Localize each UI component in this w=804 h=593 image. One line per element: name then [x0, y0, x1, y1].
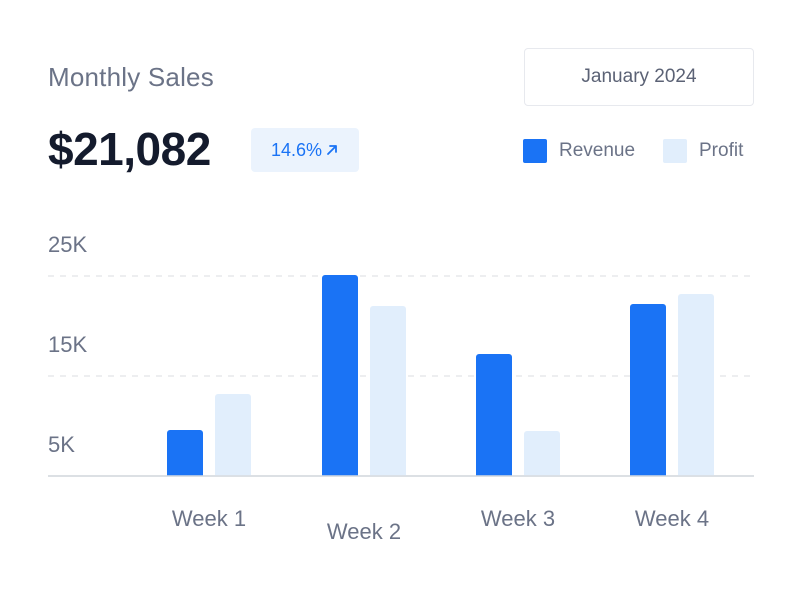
arrow-up-right-icon: [325, 143, 339, 157]
bar-revenue-base: [322, 472, 358, 476]
bar-revenue: [322, 275, 358, 476]
legend-label-profit: Profit: [699, 140, 744, 161]
bar-profit-base: [370, 472, 406, 476]
y-tick-label: 25K: [48, 232, 87, 257]
x-tick-label: Week 2: [327, 519, 401, 544]
bar-revenue-base: [167, 472, 203, 476]
bar-revenue-base: [476, 472, 512, 476]
bar-profit: [215, 394, 251, 476]
page-title: Monthly Sales: [48, 62, 214, 92]
bar-profit-base: [215, 472, 251, 476]
bar-profit-base: [678, 472, 714, 476]
legend-swatch-revenue: [523, 139, 547, 163]
change-badge: 14.6%: [251, 128, 359, 172]
bar-revenue: [476, 354, 512, 476]
y-tick-label: 5K: [48, 432, 75, 457]
bar-profit: [524, 431, 560, 476]
bar-revenue: [167, 430, 203, 476]
x-tick-label: Week 3: [481, 506, 555, 531]
bar-revenue-base: [630, 472, 666, 476]
legend-item-profit: Profit: [663, 139, 743, 163]
bar-profit-base: [524, 472, 560, 476]
bar-profit: [678, 294, 714, 476]
total-sales-value: $21,082: [48, 123, 211, 175]
y-tick-label: 15K: [48, 332, 87, 357]
change-percent: 14.6%: [270, 139, 323, 160]
legend-swatch-profit: [663, 139, 687, 163]
bar-profit: [370, 306, 406, 476]
x-tick-label: Week 1: [172, 506, 246, 531]
x-tick-label: Week 4: [635, 506, 709, 531]
legend-label-revenue: Revenue: [559, 140, 636, 161]
legend-item-revenue: Revenue: [523, 139, 635, 163]
month-selector-button[interactable]: January 2024: [524, 48, 754, 106]
bar-revenue: [630, 304, 666, 476]
